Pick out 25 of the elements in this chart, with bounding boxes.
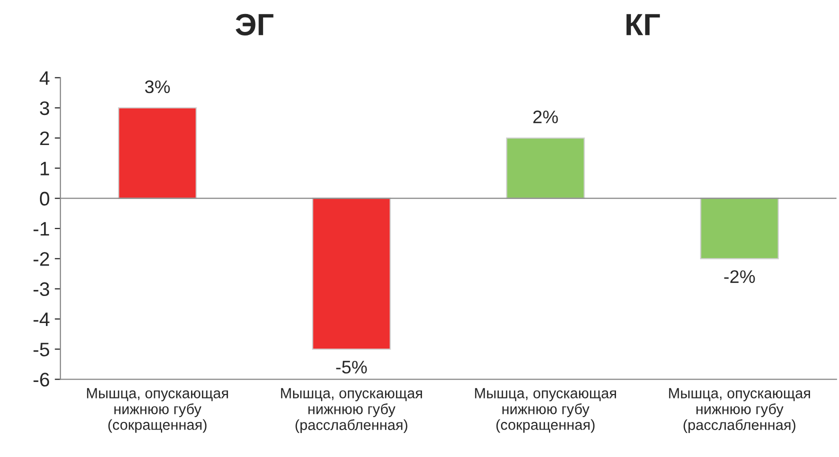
x-tick-label: Мышца, опускающая нижнюю губу (сокращенная) bbox=[87, 388, 228, 433]
y-tick-label: -6 bbox=[34, 372, 50, 387]
x-tick-label: Мышца, опускающая нижнюю губу (расслабленная) bbox=[281, 388, 422, 433]
y-tick-label: 2 bbox=[40, 131, 50, 146]
text: ЭГ bbox=[236, 14, 274, 36]
y-tick-label: 4 bbox=[40, 71, 50, 85]
y-tick-label: 1 bbox=[40, 162, 50, 176]
bar bbox=[700, 198, 779, 260]
data-label: -2% bbox=[724, 270, 755, 283]
bar bbox=[118, 107, 197, 199]
text: КГ bbox=[626, 14, 660, 36]
x-tick-label: Мышца, опускающая нижнюю губу (расслабленная) bbox=[669, 388, 810, 433]
x-tick-label: Мышца, опускающая нижнюю губу (сокращенная) bbox=[475, 388, 616, 433]
bar bbox=[506, 137, 585, 199]
y-tick-label: -2 bbox=[34, 252, 50, 266]
data-label: -5% bbox=[336, 360, 367, 374]
y-tick-label: -4 bbox=[34, 312, 50, 326]
y-tick-label: 3 bbox=[40, 101, 50, 116]
y-tick-label: -5 bbox=[34, 342, 50, 356]
y-tick-label: 0 bbox=[40, 192, 50, 206]
data-label: 2% bbox=[533, 110, 558, 124]
bar bbox=[312, 198, 391, 350]
y-tick-label: -3 bbox=[34, 282, 50, 296]
y-tick-label: -1 bbox=[34, 222, 50, 236]
data-label: 3% bbox=[145, 80, 170, 94]
